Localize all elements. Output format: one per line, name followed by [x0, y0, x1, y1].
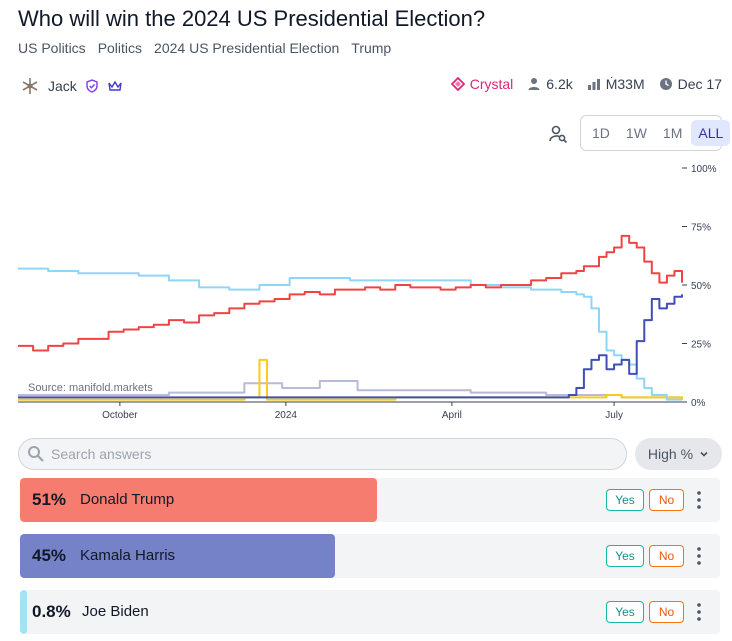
x-tick-label: July	[605, 410, 623, 421]
answer-row-biden[interactable]: 0.8% Joe Biden Yes No	[20, 590, 720, 634]
market-stats: Crystal 6.2k Ṁ33M Dec 17	[450, 76, 722, 92]
chart-source-label: Source: manifold.markets	[28, 382, 153, 394]
close-date-value: Dec 17	[677, 76, 722, 92]
answer-pct: 45%	[32, 546, 67, 565]
search-input[interactable]	[51, 446, 591, 462]
answer-fill	[20, 478, 377, 522]
answer-name: Kamala Harris	[80, 547, 176, 564]
y-tick-label: 0%	[691, 398, 706, 409]
series-line-kamala-harris[interactable]	[18, 294, 683, 399]
close-date[interactable]: Dec 17	[659, 76, 722, 92]
search-box	[18, 438, 627, 470]
range-1w[interactable]: 1W	[625, 125, 647, 141]
creator-info: Jack	[20, 76, 123, 96]
tier-badge[interactable]: Crystal	[450, 76, 514, 92]
answer-name: Joe Biden	[82, 603, 149, 620]
more-options-icon[interactable]	[692, 601, 706, 623]
page-title: Who will win the 2024 US Presidential El…	[18, 6, 486, 31]
answer-name: Donald Trump	[80, 491, 175, 508]
volume-stat[interactable]: Ṁ33M	[587, 76, 645, 92]
y-tick-label: 25%	[691, 340, 711, 351]
yes-button[interactable]: Yes	[606, 601, 644, 623]
chevron-down-icon	[700, 451, 708, 457]
search-icon	[28, 446, 44, 462]
shield-icon	[86, 79, 98, 93]
answer-fill	[20, 534, 335, 578]
yes-button[interactable]: Yes	[606, 545, 644, 567]
no-button[interactable]: No	[649, 489, 684, 511]
y-tick-label: 100%	[691, 164, 717, 175]
range-1d[interactable]: 1D	[592, 125, 610, 141]
y-tick-label: 50%	[691, 281, 711, 292]
series-line-donald-trump[interactable]	[18, 234, 683, 352]
answer-pct: 51%	[32, 490, 67, 509]
tag-politics[interactable]: Politics	[97, 40, 143, 56]
bar-chart-icon	[587, 79, 600, 90]
y-tick-label: 75%	[691, 223, 711, 234]
range-1m[interactable]: 1M	[662, 125, 683, 141]
crystal-icon	[450, 77, 465, 91]
traders-count[interactable]: 6.2k	[527, 76, 573, 92]
x-tick-label: 2024	[275, 410, 298, 421]
avatar[interactable]	[20, 76, 40, 96]
yes-button[interactable]: Yes	[606, 489, 644, 511]
crown-icon	[108, 80, 122, 91]
answer-fill	[20, 590, 27, 634]
sort-label: High %	[647, 446, 694, 462]
time-range-selector: 1D 1W 1M ALL	[580, 115, 731, 151]
user-search-icon[interactable]	[548, 124, 568, 144]
more-options-icon[interactable]	[692, 545, 706, 567]
probability-chart[interactable]: 100% 75% 50% 25% 0% October 2024 April July Sou…	[0, 158, 732, 426]
x-tick-label: April	[442, 410, 462, 421]
no-button[interactable]: No	[649, 601, 684, 623]
sort-dropdown[interactable]: High %	[635, 438, 722, 470]
creator-name[interactable]: Jack	[48, 78, 77, 94]
answer-row-trump[interactable]: 51% Donald Trump Yes No	[20, 478, 720, 522]
more-options-icon[interactable]	[692, 489, 706, 511]
answer-pct: 0.8%	[32, 602, 71, 621]
topic-tags: US Politics Politics 2024 US Presidentia…	[18, 40, 391, 56]
tag-us-politics[interactable]: US Politics	[18, 40, 86, 56]
traders-value: 6.2k	[546, 76, 573, 92]
no-button[interactable]: No	[649, 545, 684, 567]
range-all[interactable]: ALL	[691, 120, 731, 146]
clock-icon	[659, 78, 672, 90]
user-icon	[528, 78, 540, 90]
tag-trump[interactable]: Trump	[351, 40, 392, 56]
answer-row-harris[interactable]: 45% Kamala Harris Yes No	[20, 534, 720, 578]
tier-label: Crystal	[469, 76, 514, 92]
volume-value: Ṁ33M	[605, 76, 645, 92]
tag-2024-election[interactable]: 2024 US Presidential Election	[154, 40, 340, 56]
x-tick-label: October	[102, 410, 138, 421]
